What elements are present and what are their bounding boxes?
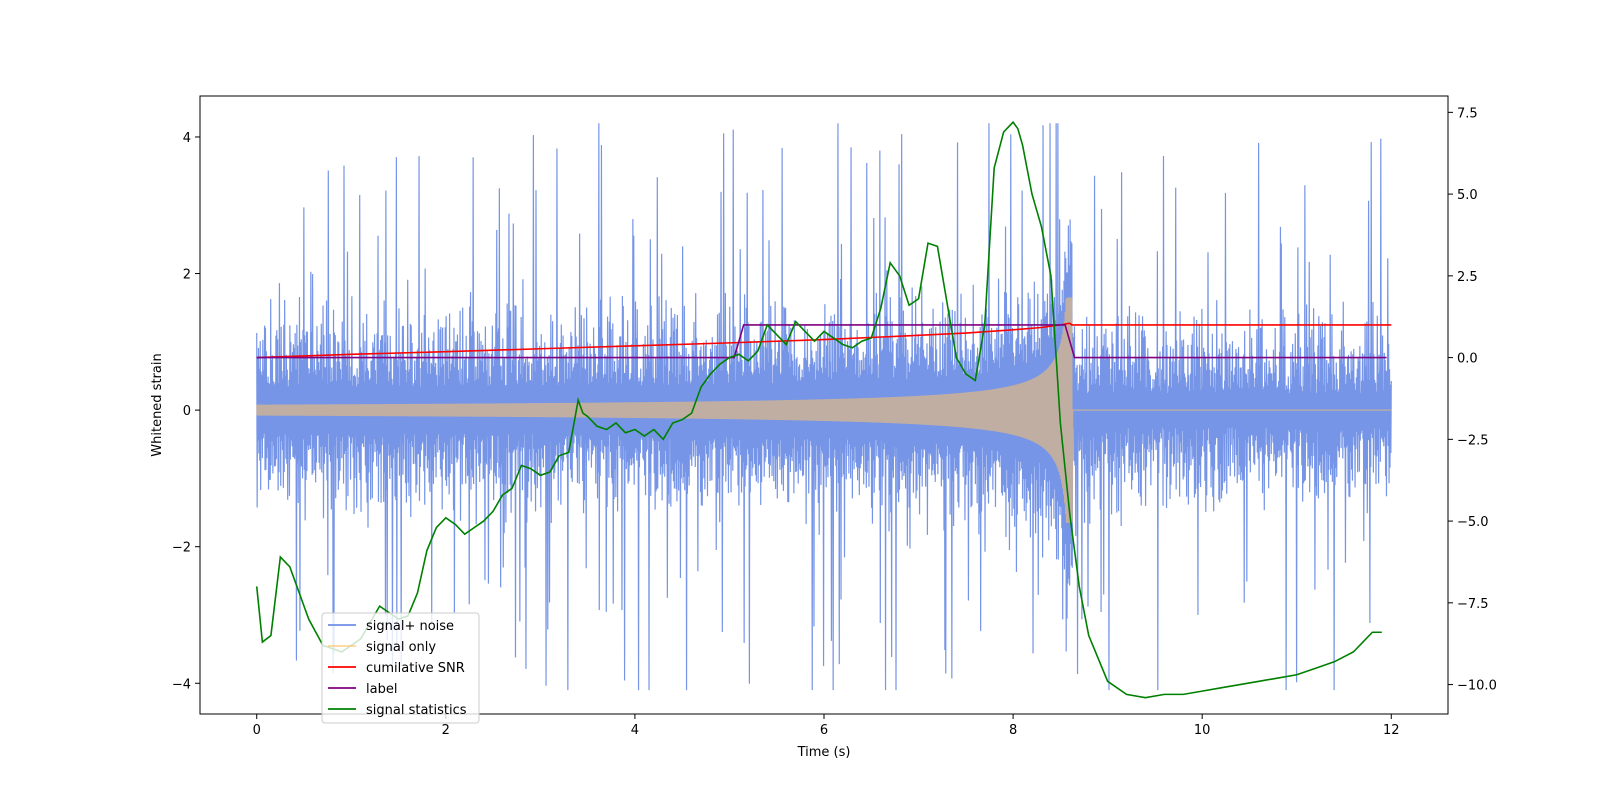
y-tick-label: 0 <box>183 404 191 419</box>
y-tick-label: 4 <box>183 131 191 146</box>
x-axis-label: Time (s) <box>797 745 851 760</box>
legend-label: label <box>366 682 397 697</box>
x-tick-label: 10 <box>1194 723 1211 738</box>
y-tick-label: −4 <box>172 677 191 692</box>
y-tick-label: −2 <box>172 541 191 556</box>
x-tick-label: 4 <box>631 723 639 738</box>
series-signal-noise-line <box>256 123 1392 691</box>
y-axis-left: −4 −2 0 2 4 <box>172 131 200 692</box>
y-axis-label: Whitened strain <box>150 353 165 456</box>
y2-tick-label: 0.0 <box>1457 352 1478 367</box>
y2-tick-label: 5.0 <box>1457 188 1478 203</box>
legend: signal+ noise signal only cumilative SNR la… <box>321 612 480 724</box>
series-signal-only-line <box>256 297 1392 523</box>
y2-tick-label: −5.0 <box>1457 515 1489 530</box>
x-tick-label: 0 <box>253 723 261 738</box>
legend-label: cumilative SNR <box>366 661 465 676</box>
legend-label: signal statistics <box>366 703 467 718</box>
y2-tick-label: −2.5 <box>1457 433 1489 448</box>
legend-frame <box>321 612 480 724</box>
x-tick-label: 2 <box>442 723 450 738</box>
series-cumilative-snr-line <box>256 322 1392 359</box>
y-axis-right: −10.0 −7.5 −5.0 −2.5 0.0 2.5 5.0 7.5 <box>1448 106 1497 694</box>
x-tick-label: 12 <box>1383 723 1400 738</box>
y2-tick-label: 7.5 <box>1457 106 1478 121</box>
y2-tick-label: −7.5 <box>1457 597 1489 612</box>
y2-tick-label: 2.5 <box>1457 270 1478 285</box>
legend-label: signal+ noise <box>366 619 454 634</box>
series-label-line <box>256 324 1387 359</box>
legend-label: signal only <box>366 640 436 655</box>
y2-tick-label: −10.0 <box>1457 679 1497 694</box>
x-tick-label: 6 <box>820 723 828 738</box>
series-signal-statistics-line <box>255 120 1382 699</box>
series-layer <box>255 120 1392 699</box>
y-tick-label: 2 <box>183 268 191 283</box>
x-tick-label: 8 <box>1009 723 1017 738</box>
